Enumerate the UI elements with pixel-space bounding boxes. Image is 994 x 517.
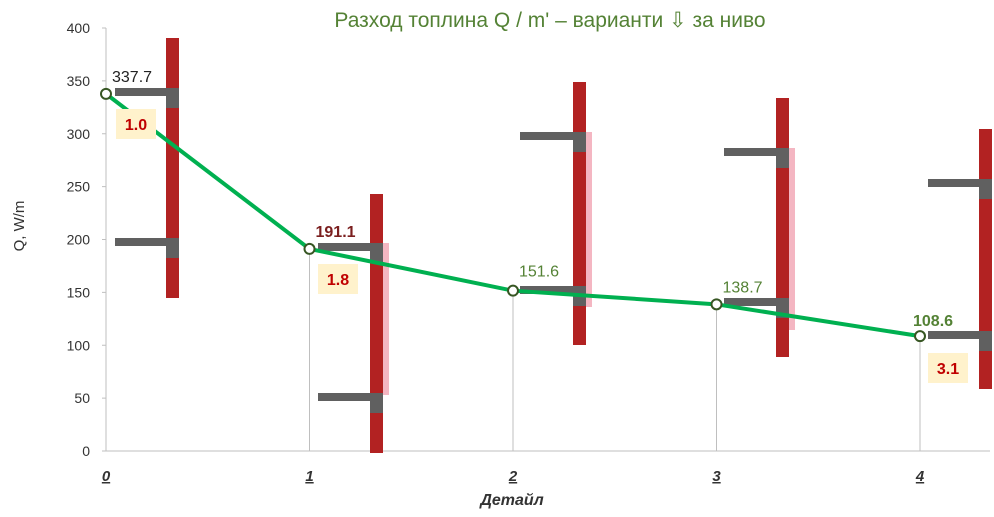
insulation-layer	[586, 132, 592, 307]
y-tick-label: 100	[67, 337, 91, 353]
slab-joint	[370, 393, 383, 413]
x-tick-label: 4	[915, 468, 925, 485]
wall-column	[776, 98, 789, 357]
floor-slab	[318, 393, 383, 401]
x-tick-label: 3	[712, 468, 721, 485]
floor-slab	[115, 238, 179, 246]
data-point	[710, 298, 723, 311]
floor-slab	[520, 132, 586, 140]
wall-column	[166, 38, 179, 298]
chart-title: Разход топлина Q / m' – варианти ⇩ за ни…	[334, 9, 765, 32]
insulation-layer	[383, 243, 389, 395]
floor-slab	[520, 286, 586, 294]
floor-slab	[318, 243, 383, 251]
data-point	[100, 87, 112, 100]
insulation-layer	[789, 148, 795, 330]
x-tick-label: 0	[102, 468, 111, 485]
ratio-box	[116, 109, 156, 139]
wall-column	[370, 194, 383, 453]
y-tick-label: 200	[67, 232, 91, 248]
y-tick-label: 150	[67, 284, 91, 300]
y-axis-label: Q, W/m	[11, 201, 28, 252]
y-tick-label: 0	[82, 443, 90, 459]
slab-joint	[166, 238, 179, 258]
x-axis-label: Детайл	[478, 492, 543, 509]
y-tick-label: 250	[67, 179, 91, 195]
y-tick-label: 400	[67, 20, 91, 36]
data-point	[914, 330, 926, 343]
slab-joint	[776, 148, 789, 168]
x-tick-label: 2	[508, 468, 518, 485]
slab-joint	[166, 88, 179, 108]
slab-joint	[573, 132, 586, 152]
ratio-label: 3.1	[937, 361, 959, 378]
ratio-label: 1.8	[327, 272, 349, 289]
data-point	[303, 242, 316, 255]
y-tick-label: 350	[67, 73, 91, 89]
data-label: 191.1	[316, 224, 356, 241]
data-label: 151.6	[519, 264, 559, 281]
slab-joint	[979, 331, 992, 351]
data-point	[507, 284, 519, 297]
floor-slab	[928, 179, 992, 187]
slab-joint	[979, 179, 992, 199]
ratio-box	[928, 353, 968, 383]
floor-slab	[115, 88, 179, 96]
floor-slab	[724, 298, 789, 306]
ratio-label: 1.0	[125, 117, 147, 134]
floor-slab	[724, 148, 789, 156]
data-label: 337.7	[112, 69, 152, 86]
y-tick-label: 300	[67, 126, 91, 142]
data-label: 138.7	[723, 279, 763, 296]
data-label: 108.6	[913, 313, 953, 330]
slab-joint	[370, 243, 383, 263]
floor-slab	[928, 331, 992, 339]
ratio-box	[318, 264, 358, 294]
y-tick-label: 50	[74, 390, 90, 406]
x-tick-label: 1	[305, 468, 313, 485]
